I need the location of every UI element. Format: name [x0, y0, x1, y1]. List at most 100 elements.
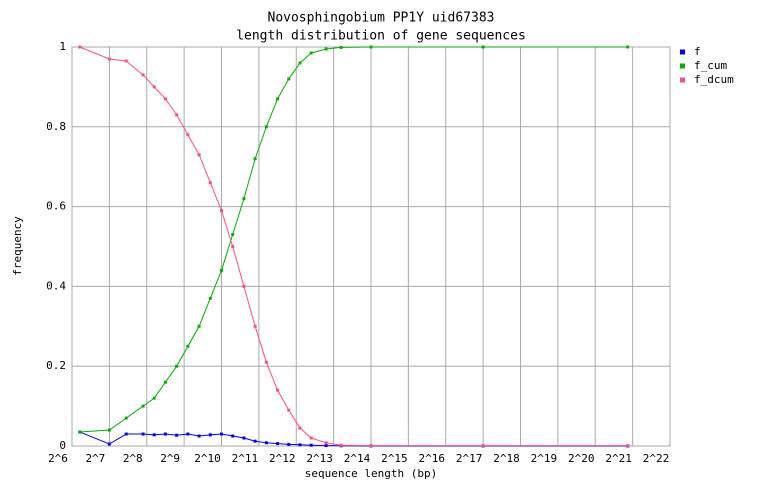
point	[107, 57, 111, 61]
point	[124, 59, 128, 63]
point	[175, 364, 179, 368]
series-line	[79, 46, 628, 433]
point	[175, 433, 179, 437]
series-line	[79, 46, 628, 447]
point	[298, 426, 302, 430]
point	[220, 432, 223, 436]
x-tick-label: 2^7	[85, 452, 105, 465]
point	[163, 432, 167, 436]
point	[78, 430, 82, 434]
y-axis-label: frequency	[11, 216, 24, 276]
x-tick-label: 2^20	[568, 452, 595, 465]
point	[242, 197, 246, 201]
point	[626, 45, 630, 49]
y-tick-label: 0.8	[46, 120, 66, 133]
y-tick-label: 0	[59, 439, 66, 452]
point	[78, 45, 82, 49]
chart-subtitle: length distribution of gene sequences	[236, 29, 526, 44]
point	[324, 444, 328, 448]
point	[208, 433, 212, 437]
legend-marker	[680, 63, 685, 69]
point	[186, 432, 190, 436]
legend-label: f_dcum	[694, 73, 734, 86]
point	[276, 388, 280, 392]
point	[264, 125, 268, 129]
y-tick-label: 0.6	[46, 200, 66, 213]
point	[298, 443, 302, 447]
x-tick-label: 2^18	[493, 452, 520, 465]
x-tick-label: 2^15	[381, 452, 408, 465]
x-tick-label: 2^19	[531, 452, 558, 465]
point	[481, 444, 485, 448]
x-tick-label: 2^13	[306, 452, 333, 465]
point	[186, 133, 190, 137]
point	[197, 434, 201, 438]
x-tick-label: 2^21	[605, 452, 632, 465]
point	[309, 51, 313, 55]
point	[309, 436, 313, 440]
point	[369, 444, 373, 448]
point	[152, 85, 156, 89]
point	[339, 443, 343, 447]
point	[276, 442, 280, 446]
point	[220, 268, 223, 272]
point	[264, 360, 268, 364]
point	[339, 45, 343, 49]
point	[208, 181, 212, 185]
series-line	[79, 431, 628, 447]
x-tick-label: 2^14	[344, 452, 371, 465]
point	[287, 408, 291, 412]
point	[186, 344, 190, 348]
point	[324, 441, 328, 445]
point	[309, 443, 313, 447]
x-tick-label: 2^22	[643, 452, 670, 465]
point	[152, 396, 156, 400]
point	[253, 439, 257, 443]
x-tick-label: 2^6	[48, 452, 68, 465]
point	[253, 157, 257, 161]
point	[287, 442, 291, 446]
point	[324, 47, 328, 51]
x-axis-label: sequence length (bp)	[305, 467, 437, 480]
point	[124, 432, 128, 436]
x-tick-label: 2^12	[269, 452, 296, 465]
point	[231, 245, 235, 248]
point	[369, 45, 373, 49]
point	[197, 324, 201, 328]
legend-marker	[680, 49, 685, 55]
point	[208, 296, 212, 300]
point	[242, 436, 246, 440]
point	[152, 433, 156, 437]
point	[231, 233, 235, 237]
point	[481, 45, 485, 49]
point	[242, 284, 246, 288]
point	[264, 441, 268, 445]
point	[107, 442, 111, 446]
point	[287, 77, 291, 81]
point	[276, 97, 280, 101]
point	[298, 61, 302, 65]
chart-title: Novosphingobium PP1Y uid67383	[268, 11, 495, 26]
point	[141, 432, 145, 436]
legend-label: f	[694, 45, 701, 58]
point	[107, 428, 111, 432]
point	[197, 153, 201, 157]
point	[124, 416, 128, 420]
x-tick-label: 2^17	[456, 452, 483, 465]
point	[141, 404, 145, 408]
point	[220, 209, 223, 213]
point	[231, 434, 235, 438]
point	[253, 324, 257, 328]
point	[163, 97, 167, 101]
point	[626, 444, 630, 448]
point	[163, 380, 167, 384]
legend-label: f_cum	[694, 59, 727, 72]
x-tick-label: 2^16	[419, 452, 446, 465]
x-tick-label: 2^10	[194, 452, 221, 465]
x-tick-label: 2^8	[123, 452, 143, 465]
x-tick-label: 2^9	[160, 452, 180, 465]
x-tick-label: 2^11	[232, 452, 259, 465]
point	[175, 113, 179, 117]
y-tick-label: 0.4	[46, 279, 66, 292]
